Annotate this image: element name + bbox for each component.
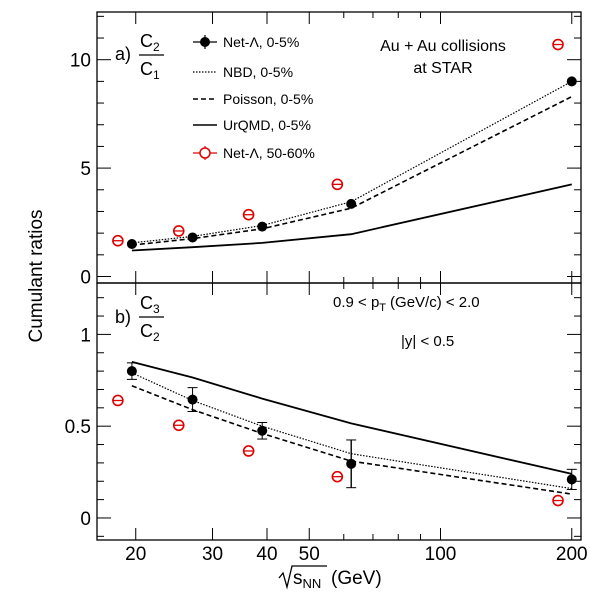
legend-label: Net-Λ, 0-5%: [223, 34, 299, 50]
series-line-solid: [131, 183, 572, 252]
annotation-pt-range: 0.9 < pT (GeV/c) < 2.0: [333, 294, 480, 314]
ratio-b-num: C: [140, 293, 153, 313]
svg-text:sNN: sNN: [293, 568, 321, 591]
annotation-collision-system: Au + Au collisions: [380, 38, 506, 55]
ratio-a-den: C: [140, 59, 153, 79]
panel-b-label: b): [115, 307, 131, 327]
x-axis-label-unit: (GeV): [331, 568, 382, 589]
data-point-central: [257, 425, 268, 436]
x-axis-label: sNN (GeV): [278, 565, 382, 591]
x-tick-label: 30: [202, 544, 223, 565]
y-tick-label: 1: [80, 325, 91, 346]
x-tick-label: 20: [125, 544, 146, 565]
x-tick-label: 100: [425, 544, 457, 565]
y-tick-label: 5: [80, 159, 91, 180]
panel-a-plot: 0 5 10: [70, 12, 581, 288]
svg-text:C2: C2: [140, 321, 160, 344]
ratio-b-den: C: [140, 321, 153, 341]
x-axis: 20 30 40 50 100 200: [125, 544, 587, 565]
legend-marker-filled: [200, 37, 210, 47]
legend-entry-urqmd: UrQMD, 0-5%: [193, 117, 311, 133]
ratio-a-den-sub: 1: [153, 68, 160, 82]
legend-marker-open: [199, 147, 211, 159]
legend-label: UrQMD, 0-5%: [223, 117, 311, 133]
data-point-central: [126, 366, 137, 377]
x-axis-label-var: s: [293, 568, 303, 589]
y-tick-label: 0: [80, 267, 91, 288]
data-point-central: [187, 232, 198, 243]
ratio-b-num-sub: 3: [153, 302, 160, 316]
series-line-dashed: [131, 95, 573, 246]
legend-entry-net-lambda-peripheral: Net-Λ, 50-60%: [193, 145, 315, 161]
annotation-experiment: at STAR: [413, 60, 472, 77]
ratio-a-num: C: [140, 31, 153, 51]
x-tick-label: 200: [556, 544, 588, 565]
annotation-rapidity: |y| < 0.5: [401, 333, 454, 350]
svg-text:C1: C1: [140, 59, 160, 82]
panel-a-label: a): [115, 44, 131, 64]
ratio-a-num-sub: 2: [153, 40, 160, 54]
data-point-central: [566, 76, 577, 87]
y-axis-label: Cumulant ratios: [26, 209, 47, 342]
y-tick-label: 0: [80, 509, 91, 530]
panel-b-ratio: C3 C2: [139, 293, 164, 344]
data-point-central: [257, 221, 268, 232]
series-line-solid: [131, 361, 573, 475]
ratio-b-den-sub: 2: [153, 330, 160, 344]
svg-text:C3: C3: [140, 293, 160, 316]
panel-a-ratio: C2 C1: [139, 31, 164, 82]
sqrt-symbol: [278, 565, 327, 590]
legend-label: Poisson, 0-5%: [223, 91, 313, 107]
legend: Net-Λ, 0-5% NBD, 0-5% Poisson, 0-5% UrQM…: [193, 34, 315, 161]
legend-entry-poisson: Poisson, 0-5%: [193, 91, 313, 107]
x-axis-label-sub: NN: [303, 576, 322, 591]
legend-label: NBD, 0-5%: [223, 64, 293, 80]
data-point-central: [346, 458, 357, 469]
legend-label: Net-Λ, 50-60%: [223, 145, 315, 161]
data-point-central: [126, 238, 137, 249]
series-line-dotted: [131, 80, 573, 244]
data-point-central: [346, 198, 357, 209]
x-tick-label: 40: [256, 544, 277, 565]
x-tick-label: 50: [299, 544, 320, 565]
data-point-central: [566, 474, 577, 485]
panel-a-frame: [96, 11, 582, 284]
y-tick-label: 0.5: [65, 417, 91, 438]
legend-entry-nbd: NBD, 0-5%: [193, 64, 293, 80]
legend-entry-net-lambda-central: Net-Λ, 0-5%: [193, 34, 299, 50]
y-tick-label: 10: [70, 51, 91, 72]
svg-text:C2: C2: [140, 31, 160, 54]
data-point-central: [187, 394, 198, 405]
panel-b-frame: [96, 282, 582, 541]
panel-b-plot: 00.51: [65, 283, 581, 540]
